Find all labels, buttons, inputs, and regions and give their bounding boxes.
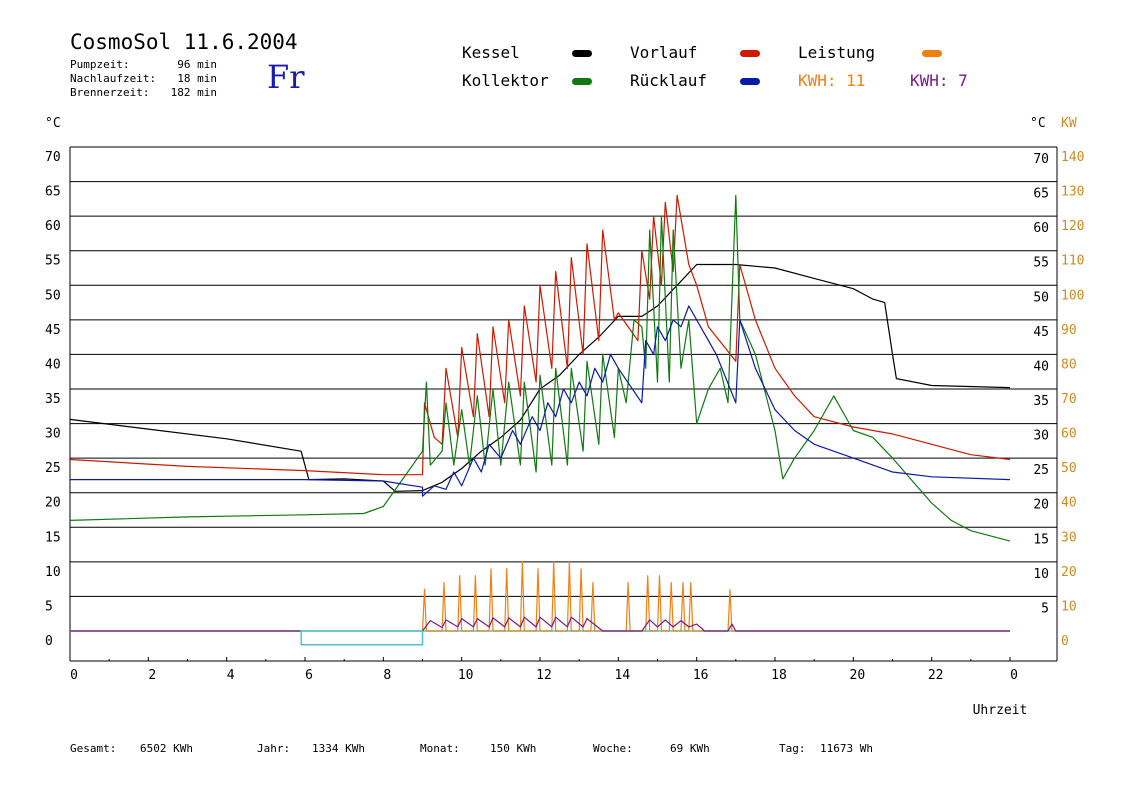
x-tick-label: 2	[148, 668, 156, 683]
legend-kessel-label: Kessel	[462, 43, 520, 62]
footer-jahr-label: Jahr:	[257, 742, 291, 755]
y-tick-right: 40	[1033, 359, 1049, 374]
x-tick-label: 4	[227, 668, 235, 683]
y-tick-right: 60	[1033, 221, 1049, 236]
y-tick-right: 50	[1033, 290, 1049, 305]
footer-woche-label: Woche:	[593, 742, 633, 755]
legend-kwh-leistung: KWH: 11	[798, 71, 866, 90]
footer-tag-value: 11673 Wh	[820, 742, 873, 755]
kw-tick: 130	[1061, 185, 1084, 200]
x-tick-label: 0	[70, 668, 78, 683]
y-tick-left: 15	[45, 530, 61, 545]
y-tick-left: 45	[45, 323, 61, 338]
legend-leistung-swatch	[922, 50, 942, 57]
y-tick-left: 55	[45, 254, 61, 269]
y-tick-left: 30	[45, 427, 61, 442]
y-tick-left: 35	[45, 392, 61, 407]
page-title: CosmoSol 11.6.2004	[70, 30, 298, 54]
x-tick-label: 14	[615, 668, 631, 683]
y-tick-right: 35	[1033, 394, 1049, 409]
y-tick-right: 10	[1033, 567, 1049, 582]
kw-tick: 110	[1061, 254, 1084, 269]
y-tick-left: 60	[45, 219, 61, 234]
legend-kessel-swatch	[572, 50, 592, 57]
kw-tick: 80	[1061, 357, 1077, 372]
y-tick-left: 5	[45, 599, 53, 614]
y-tick-right: 25	[1033, 463, 1049, 478]
y-tick-left: 0	[45, 634, 53, 649]
y-tick-right: 5	[1041, 601, 1049, 616]
y-tick-right: 55	[1033, 256, 1049, 271]
kw-tick: 100	[1061, 288, 1084, 303]
y-tick-left: 65	[45, 185, 61, 200]
kw-tick: 10	[1061, 599, 1077, 614]
y-tick-right: 45	[1033, 325, 1049, 340]
stat-pumpzeit-label: Pumpzeit:	[70, 58, 130, 71]
y-tick-left: 20	[45, 496, 61, 511]
x-tick-label: 10	[458, 668, 474, 683]
legend-kwh-speicher: KWH: 7	[910, 71, 968, 90]
kw-tick: 120	[1061, 219, 1084, 234]
weekday-label: Fr	[267, 58, 305, 96]
series-line-kollektor	[69, 194, 1011, 542]
stat-nachlaufzeit-value: 18 min	[177, 72, 217, 85]
x-tick-label: 16	[693, 668, 709, 683]
kw-tick: 30	[1061, 530, 1077, 545]
series-line-vorlauf	[69, 194, 1011, 476]
y-axis-unit-right: °C	[1030, 116, 1046, 131]
x-axis-label: Uhrzeit	[973, 703, 1028, 718]
x-tick-label: 22	[928, 668, 944, 683]
kw-tick: 0	[1061, 634, 1069, 649]
stat-pumpzeit-value: 96 min	[177, 58, 217, 71]
x-tick-label: 0	[1010, 668, 1018, 683]
footer-gesamt-value: 6502 KWh	[140, 742, 193, 755]
kw-tick: 60	[1061, 427, 1077, 442]
legend-ruecklauf-label: Rücklauf	[630, 71, 708, 90]
y-tick-right: 30	[1033, 429, 1049, 444]
legend-kollektor-label: Kollektor	[462, 71, 549, 90]
y-tick-right: 65	[1033, 187, 1049, 202]
legend-leistung-label: Leistung	[798, 43, 876, 62]
legend-kollektor-swatch	[572, 78, 592, 85]
y-axis-unit-left: °C	[45, 116, 61, 131]
burner-period-box	[300, 630, 424, 646]
kw-axis-unit: KW	[1061, 116, 1077, 131]
y-tick-right: 15	[1033, 532, 1049, 547]
legend-ruecklauf-swatch	[740, 78, 760, 85]
y-tick-left: 70	[45, 150, 61, 165]
kw-tick: 140	[1061, 150, 1084, 165]
y-tick-left: 40	[45, 357, 61, 372]
series-line-ruecklauf	[70, 305, 1011, 497]
series-line-kessel	[69, 263, 1011, 492]
footer-jahr-value: 1334 KWh	[312, 742, 365, 755]
legend-vorlauf-label: Vorlauf	[630, 43, 698, 62]
x-tick-label: 8	[383, 668, 391, 683]
legend-vorlauf-swatch	[740, 50, 760, 57]
x-tick-label: 20	[850, 668, 866, 683]
kw-tick: 20	[1061, 565, 1077, 580]
y-tick-right: 20	[1033, 498, 1049, 513]
y-tick-left: 10	[45, 565, 61, 580]
stat-brennerzeit-label: Brennerzeit:	[70, 86, 150, 99]
footer-tag-label: Tag:	[779, 742, 806, 755]
x-tick-label: 18	[771, 668, 787, 683]
footer-gesamt-label: Gesamt:	[70, 742, 117, 755]
kw-tick: 40	[1061, 496, 1077, 511]
footer-monat-label: Monat:	[420, 742, 460, 755]
stat-brennerzeit-value: 182 min	[170, 86, 217, 99]
kw-tick: 70	[1061, 392, 1077, 407]
x-tick-label: 6	[305, 668, 313, 683]
y-tick-right: 70	[1033, 152, 1049, 167]
x-tick-label: 12	[536, 668, 552, 683]
footer-monat-value: 150 KWh	[490, 742, 537, 755]
y-tick-left: 25	[45, 461, 61, 476]
footer-woche-value: 69 KWh	[670, 742, 710, 755]
kw-tick: 50	[1061, 461, 1077, 476]
stat-nachlaufzeit-label: Nachlaufzeit:	[70, 72, 157, 85]
y-tick-left: 50	[45, 288, 61, 303]
series-line-leistung	[70, 561, 1010, 632]
series-line-kwh_b	[70, 616, 1010, 646]
kw-tick: 90	[1061, 323, 1077, 338]
